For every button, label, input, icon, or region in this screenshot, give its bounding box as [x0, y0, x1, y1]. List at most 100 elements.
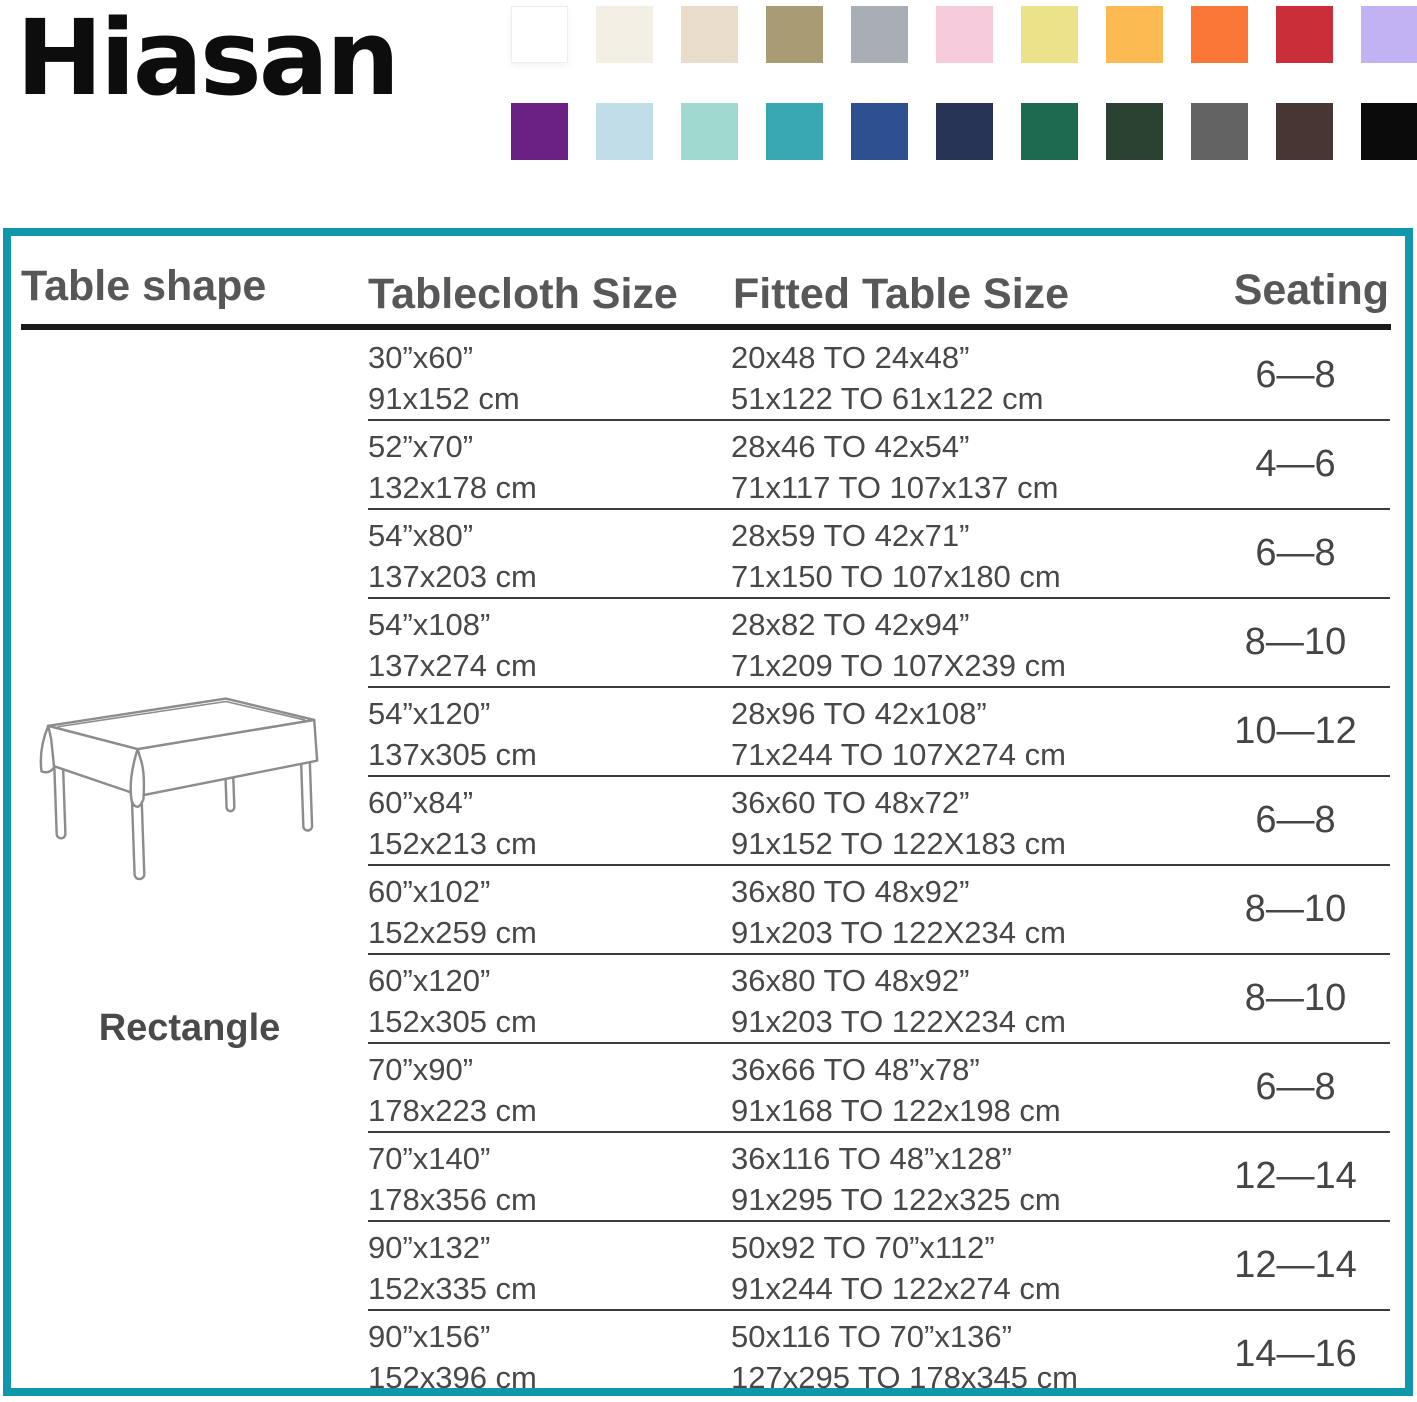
fitted-table-size-cell: 36x66 TO 48”x78” 91x168 TO 122x198 cm — [731, 1044, 1201, 1131]
tablecloth-size-cell: 90”x132” 152x335 cm — [368, 1222, 731, 1309]
fitted-size-inches: 28x59 TO 42x71” — [731, 518, 970, 553]
color-swatch-ivory — [596, 6, 653, 63]
tablecloth-size-cell: 30”x60” 91x152 cm — [368, 332, 731, 419]
color-swatch-black — [1361, 103, 1417, 160]
tablecloth-size-cell: 70”x140” 178x356 cm — [368, 1133, 731, 1220]
color-swatch-charcoal — [1191, 103, 1248, 160]
fitted-table-size-cell: 28x46 TO 42x54” 71x117 TO 107x137 cm — [731, 421, 1201, 508]
tablecloth-size-cell: 90”x156” 152x396 cm — [368, 1311, 731, 1398]
seating-range: 6—8 — [1255, 1066, 1336, 1108]
color-swatch-navy — [936, 103, 993, 160]
fitted-table-size-cell: 36x116 TO 48”x128” 91x295 TO 122x325 cm — [731, 1133, 1201, 1220]
size-rows: 30”x60” 91x152 cm 20x48 TO 24x48” 51x122 TO… — [368, 332, 1390, 1395]
tablecloth-size-cell: 60”x102” 152x259 cm — [368, 866, 731, 953]
fitted-table-size-cell: 36x80 TO 48x92” 91x203 TO 122X234 cm — [731, 866, 1201, 953]
color-swatch-gray — [851, 6, 908, 63]
color-swatch-light-blue — [596, 103, 653, 160]
fitted-size-cm: 91x244 TO 122x274 cm — [731, 1271, 1061, 1306]
size-row: 70”x90” 178x223 cm 36x66 TO 48”x78” 91x168 … — [368, 1044, 1390, 1133]
tablecloth-size-inches: 54”x108” — [368, 607, 491, 642]
fitted-size-cm: 71x117 TO 107x137 cm — [731, 470, 1059, 505]
size-row: 60”x120” 152x305 cm 36x80 TO 48x92” 91x203 … — [368, 955, 1390, 1044]
rectangle-table-icon — [39, 696, 318, 880]
table-shape-label: Rectangle — [98, 1006, 281, 1049]
fitted-size-inches: 36x66 TO 48”x78” — [731, 1052, 980, 1087]
header-table-shape: Table shape — [21, 262, 267, 310]
size-row: 52”x70” 132x178 cm 28x46 TO 42x54” 71x117 T… — [368, 421, 1390, 510]
fitted-size-inches: 36x80 TO 48x92” — [731, 963, 970, 998]
tablecloth-size-inches: 70”x140” — [368, 1141, 491, 1176]
tablecloth-size-cell: 54”x108” 137x274 cm — [368, 599, 731, 686]
size-row: 54”x80” 137x203 cm 28x59 TO 42x71” 71x150 T… — [368, 510, 1390, 599]
color-swatch-pink — [936, 6, 993, 63]
fitted-size-inches: 20x48 TO 24x48” — [731, 340, 970, 375]
seating-range: 4—6 — [1255, 443, 1336, 485]
size-row: 54”x120” 137x305 cm 28x96 TO 42x108” 71x244… — [368, 688, 1390, 777]
fitted-table-size-cell: 28x82 TO 42x94” 71x209 TO 107X239 cm — [731, 599, 1201, 686]
chart-header-row: Table shape Tablecloth Size Fitted Table… — [11, 236, 1405, 324]
seating-range: 14—16 — [1234, 1333, 1357, 1375]
fitted-size-inches: 50x116 TO 70”x136” — [731, 1319, 1012, 1354]
fitted-table-size-cell: 50x92 TO 70”x112” 91x244 TO 122x274 cm — [731, 1222, 1201, 1309]
header-seating: Seating — [1233, 266, 1389, 314]
tablecloth-size-inches: 70”x90” — [368, 1052, 474, 1087]
tablecloth-size-inches: 54”x120” — [368, 696, 491, 731]
seating-range: 8—10 — [1244, 621, 1347, 663]
color-palette — [511, 6, 1417, 160]
chart-body: Rectangle 30”x60” 91x152 cm 20x48 TO 24x48… — [11, 332, 1405, 1395]
fitted-size-cm: 91x295 TO 122x325 cm — [731, 1182, 1061, 1217]
tablecloth-size-inches: 90”x132” — [368, 1230, 491, 1265]
tablecloth-size-cm: 152x396 cm — [368, 1360, 537, 1395]
tablecloth-size-cm: 178x356 cm — [368, 1182, 537, 1217]
size-row: 60”x102” 152x259 cm 36x80 TO 48x92” 91x203 … — [368, 866, 1390, 955]
seating-range: 6—8 — [1255, 532, 1336, 574]
color-swatch-brown — [1276, 103, 1333, 160]
color-swatch-yellow — [1021, 6, 1078, 63]
header-fitted-table-size: Fitted Table Size — [733, 270, 1070, 318]
fitted-size-inches: 36x80 TO 48x92” — [731, 874, 970, 909]
brand-logo: Hiasan — [16, 0, 400, 119]
tablecloth-size-cm: 152x259 cm — [368, 915, 537, 950]
fitted-table-size-cell: 20x48 TO 24x48” 51x122 TO 61x122 cm — [731, 332, 1201, 419]
fitted-size-cm: 71x209 TO 107X239 cm — [731, 648, 1066, 683]
fitted-size-cm: 127x295 TO 178x345 cm — [731, 1360, 1078, 1395]
color-swatch-white — [511, 6, 568, 63]
tablecloth-size-cell: 70”x90” 178x223 cm — [368, 1044, 731, 1131]
tablecloth-size-cm: 132x178 cm — [368, 470, 537, 505]
color-swatch-lavender — [1361, 6, 1417, 63]
tablecloth-size-cm: 152x335 cm — [368, 1271, 537, 1306]
tablecloth-size-cell: 60”x120” 152x305 cm — [368, 955, 731, 1042]
tablecloth-size-inches: 60”x84” — [368, 785, 474, 820]
tablecloth-size-cell: 54”x80” 137x203 cm — [368, 510, 731, 597]
size-chart-panel: Table shape Tablecloth Size Fitted Table… — [3, 228, 1413, 1396]
tablecloth-size-inches: 60”x120” — [368, 963, 491, 998]
fitted-size-inches: 28x96 TO 42x108” — [731, 696, 987, 731]
size-row: 54”x108” 137x274 cm 28x82 TO 42x94” 71x209 … — [368, 599, 1390, 688]
fitted-table-size-cell: 36x60 TO 48x72” 91x152 TO 122X183 cm — [731, 777, 1201, 864]
color-swatch-khaki — [766, 6, 823, 63]
fitted-size-cm: 91x203 TO 122X234 cm — [731, 915, 1066, 950]
color-swatch-red — [1276, 6, 1333, 63]
color-swatch-dark-green — [1106, 103, 1163, 160]
color-swatch-purple — [511, 103, 568, 160]
fitted-size-cm: 71x150 TO 107x180 cm — [731, 559, 1061, 594]
size-row: 70”x140” 178x356 cm 36x116 TO 48”x128” 91x2… — [368, 1133, 1390, 1222]
fitted-size-cm: 91x168 TO 122x198 cm — [731, 1093, 1061, 1128]
fitted-size-cm: 91x203 TO 122X234 cm — [731, 1004, 1066, 1039]
fitted-size-cm: 71x244 TO 107X274 cm — [731, 737, 1066, 772]
tablecloth-size-cm: 137x274 cm — [368, 648, 537, 683]
fitted-size-cm: 91x152 TO 122X183 cm — [731, 826, 1066, 861]
size-row: 90”x156” 152x396 cm 50x116 TO 70”x136” 127x… — [368, 1311, 1390, 1398]
fitted-size-cm: 51x122 TO 61x122 cm — [731, 381, 1044, 416]
color-swatch-teal — [766, 103, 823, 160]
tablecloth-size-cm: 152x305 cm — [368, 1004, 537, 1039]
color-swatch-beige — [681, 6, 738, 63]
tablecloth-size-inches: 52”x70” — [368, 429, 474, 464]
table-shape-column: Rectangle — [11, 332, 368, 1388]
color-swatch-green — [1021, 103, 1078, 160]
tablecloth-size-cm: 137x203 cm — [368, 559, 537, 594]
seating-range: 8—10 — [1244, 977, 1347, 1019]
fitted-table-size-cell: 28x96 TO 42x108” 71x244 TO 107X274 cm — [731, 688, 1201, 775]
fitted-table-size-cell: 28x59 TO 42x71” 71x150 TO 107x180 cm — [731, 510, 1201, 597]
seating-range: 6—8 — [1255, 354, 1336, 396]
